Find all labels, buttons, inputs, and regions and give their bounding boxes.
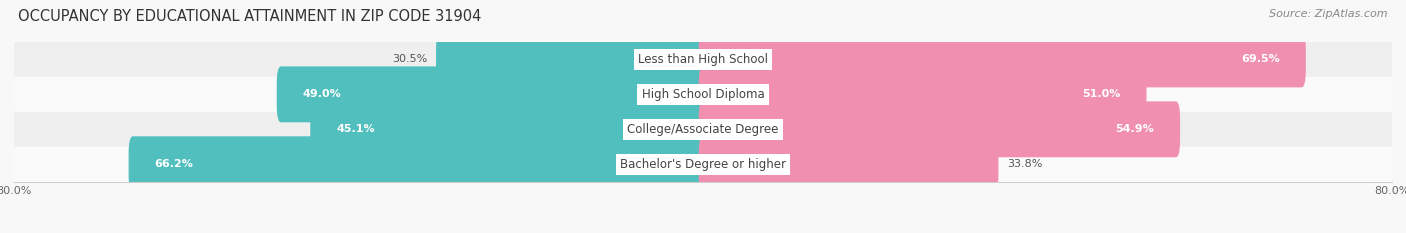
Text: 51.0%: 51.0% [1083,89,1121,99]
FancyBboxPatch shape [14,112,1392,147]
FancyBboxPatch shape [699,31,1306,87]
Text: OCCUPANCY BY EDUCATIONAL ATTAINMENT IN ZIP CODE 31904: OCCUPANCY BY EDUCATIONAL ATTAINMENT IN Z… [18,9,482,24]
Text: 49.0%: 49.0% [302,89,342,99]
FancyBboxPatch shape [128,136,707,192]
Text: 33.8%: 33.8% [1007,159,1042,169]
Text: 54.9%: 54.9% [1115,124,1154,134]
FancyBboxPatch shape [699,101,1180,157]
Text: Bachelor's Degree or higher: Bachelor's Degree or higher [620,158,786,171]
Text: 30.5%: 30.5% [392,55,427,64]
FancyBboxPatch shape [14,77,1392,112]
Text: High School Diploma: High School Diploma [641,88,765,101]
FancyBboxPatch shape [436,31,707,87]
FancyBboxPatch shape [699,66,1146,122]
Text: 66.2%: 66.2% [155,159,193,169]
Text: College/Associate Degree: College/Associate Degree [627,123,779,136]
Text: 45.1%: 45.1% [336,124,375,134]
FancyBboxPatch shape [699,136,998,192]
FancyBboxPatch shape [14,147,1392,182]
FancyBboxPatch shape [14,42,1392,77]
Text: Less than High School: Less than High School [638,53,768,66]
Text: 69.5%: 69.5% [1241,55,1279,64]
FancyBboxPatch shape [277,66,707,122]
Text: Source: ZipAtlas.com: Source: ZipAtlas.com [1270,9,1388,19]
FancyBboxPatch shape [311,101,707,157]
